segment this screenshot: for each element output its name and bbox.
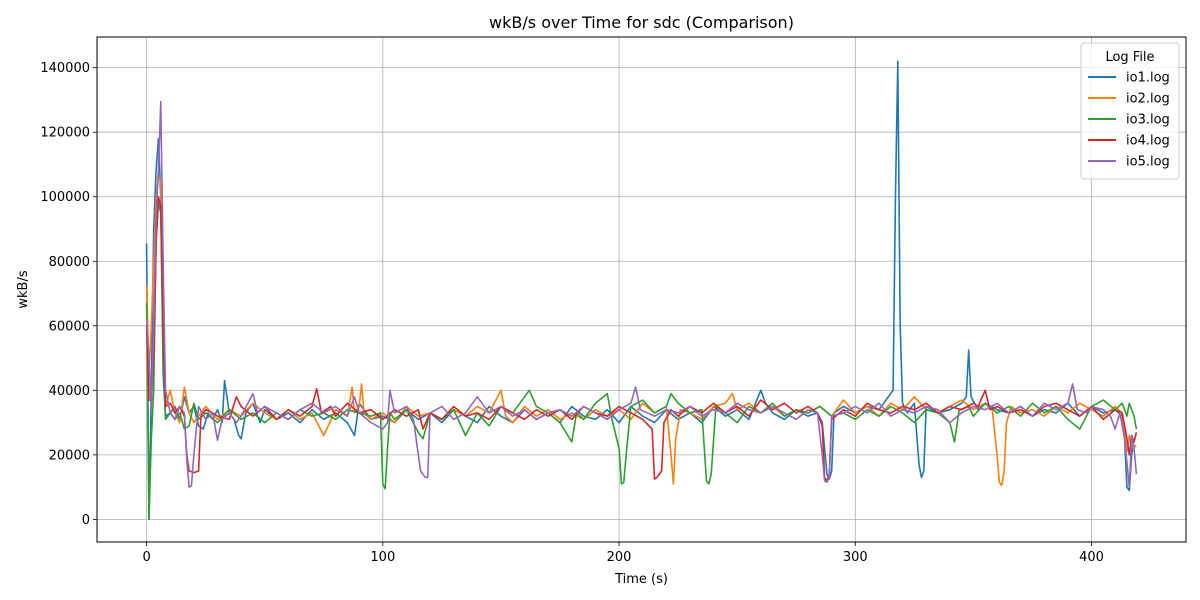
legend-label: io1.log: [1126, 71, 1170, 86]
x-axis-title: Time (s): [614, 572, 668, 587]
y-tick-label: 20000: [49, 448, 90, 463]
y-axis: 0 20000 40000 60000 80000 100000 120000 140000: [40, 61, 97, 528]
x-tick-label: 200: [607, 550, 632, 565]
legend-items: io1.log io2.log io3.log io4.log io5.log: [1088, 71, 1170, 170]
legend-label: io2.log: [1126, 92, 1170, 107]
series-layer: [145, 60, 1138, 521]
series-line-io2-log: [145, 173, 1137, 487]
series-line-io5-log: [145, 100, 1138, 488]
legend-label: io4.log: [1126, 134, 1170, 149]
chart-title: wkB/s over Time for sdc (Comparison): [489, 13, 794, 32]
x-tick-label: 0: [142, 550, 150, 565]
x-tick-label: 100: [370, 550, 395, 565]
y-axis-title: wkB/s: [16, 270, 31, 308]
legend: Log File io1.log io2.log io3.log io4.log io5…: [1080, 42, 1180, 180]
y-tick-label: 0: [82, 513, 90, 528]
x-axis: 0 100 200 300 400: [142, 542, 1104, 565]
legend-title: Log File: [1105, 50, 1154, 65]
x-tick-label: 300: [843, 550, 868, 565]
y-tick-label: 100000: [40, 190, 90, 205]
y-tick-label: 140000: [40, 61, 90, 76]
y-tick-label: 80000: [49, 255, 90, 270]
y-tick-label: 120000: [40, 126, 90, 141]
legend-label: io5.log: [1126, 155, 1170, 170]
grid: [97, 37, 1186, 542]
y-tick-label: 60000: [49, 319, 90, 334]
legend-label: io3.log: [1126, 113, 1170, 128]
x-tick-label: 400: [1079, 550, 1104, 565]
y-tick-label: 40000: [49, 384, 90, 399]
series-line-io4-log: [145, 195, 1138, 482]
series-line-io1-log: [145, 60, 1135, 521]
plot-frame: [96, 36, 1187, 543]
